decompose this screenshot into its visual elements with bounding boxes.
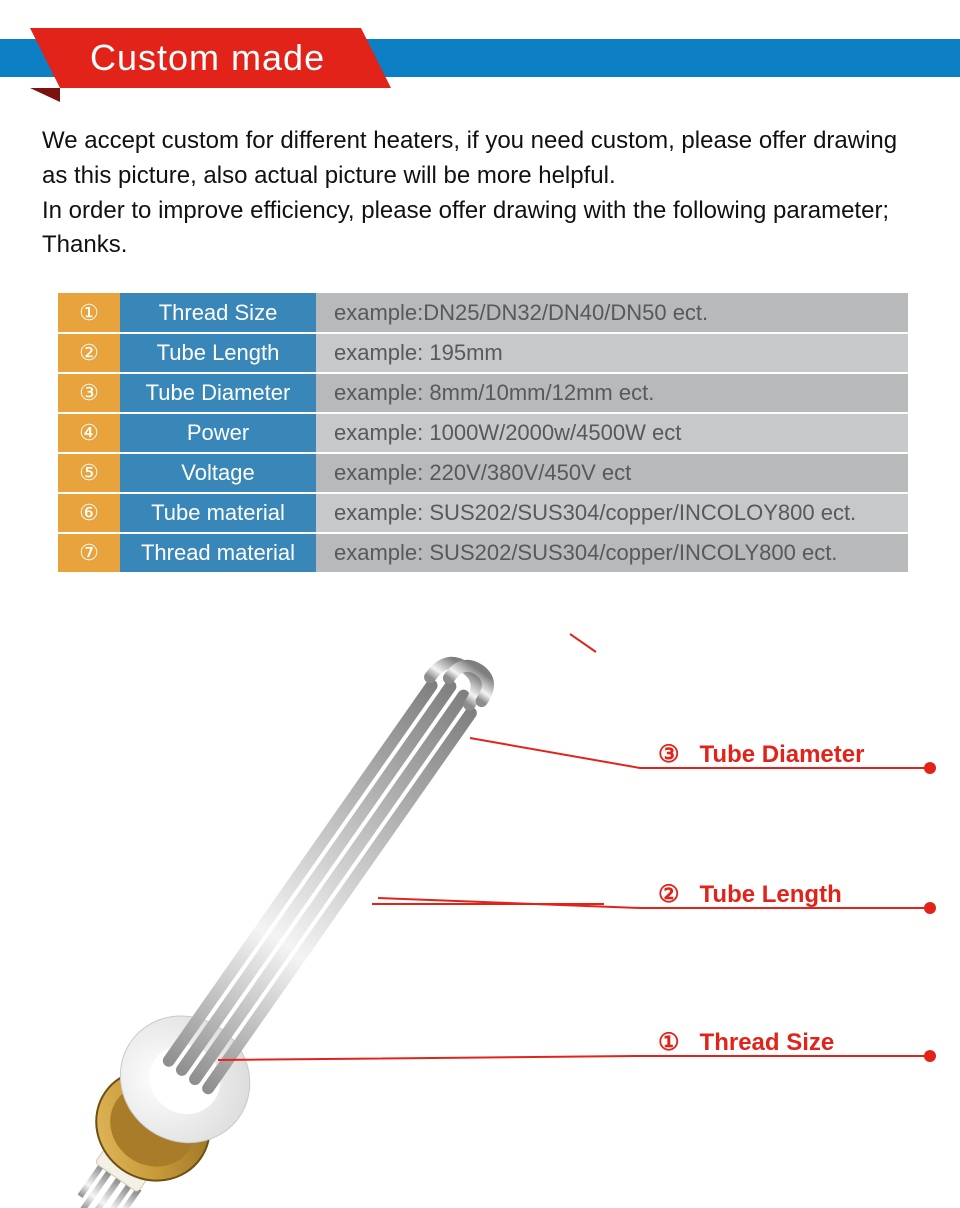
banner-red-tab: Custom made bbox=[60, 28, 361, 88]
row-example: example: 1000W/2000w/4500W ect bbox=[316, 413, 908, 453]
callout-tube-length: ② Tube Length bbox=[658, 880, 842, 909]
row-number: ② bbox=[58, 333, 120, 373]
row-label: Voltage bbox=[120, 453, 316, 493]
row-label: Thread material bbox=[120, 533, 316, 573]
callout-number: ③ bbox=[658, 741, 680, 768]
row-number: ⑦ bbox=[58, 533, 120, 573]
row-example: example:DN25/DN32/DN40/DN50 ect. bbox=[316, 293, 908, 333]
callout-dot bbox=[924, 762, 936, 774]
banner-title: Custom made bbox=[90, 37, 325, 79]
table-row: ⑤ Voltage example: 220V/380V/450V ect bbox=[58, 453, 908, 493]
intro-line-2: In order to improve efficiency, please o… bbox=[42, 194, 918, 229]
row-label: Thread Size bbox=[120, 293, 316, 333]
parameter-table-body: ① Thread Size example:DN25/DN32/DN40/DN5… bbox=[58, 293, 908, 573]
table-row: ② Tube Length example: 195mm bbox=[58, 333, 908, 373]
callout-label: Tube Diameter bbox=[700, 741, 865, 768]
row-example: example: 195mm bbox=[316, 333, 908, 373]
row-number: ④ bbox=[58, 413, 120, 453]
table-row: ⑥ Tube material example: SUS202/SUS304/c… bbox=[58, 493, 908, 533]
callout-number: ② bbox=[658, 881, 680, 908]
table-row: ④ Power example: 1000W/2000w/4500W ect bbox=[58, 413, 908, 453]
row-example: example: 8mm/10mm/12mm ect. bbox=[316, 373, 908, 413]
row-example: example: SUS202/SUS304/copper/INCOLOY800… bbox=[316, 493, 908, 533]
callout-dot bbox=[924, 902, 936, 914]
row-number: ① bbox=[58, 293, 120, 333]
callout-label: Tube Length bbox=[700, 881, 842, 908]
banner-fold-shadow bbox=[30, 88, 60, 102]
row-label: Tube Length bbox=[120, 333, 316, 373]
callout-thread-size: ① Thread Size bbox=[658, 1028, 834, 1057]
table-row: ⑦ Thread material example: SUS202/SUS304… bbox=[58, 533, 908, 573]
row-number: ⑤ bbox=[58, 453, 120, 493]
intro-line-3: Thanks. bbox=[42, 228, 918, 263]
section-banner: Custom made bbox=[0, 28, 960, 88]
table-row: ③ Tube Diameter example: 8mm/10mm/12mm e… bbox=[58, 373, 908, 413]
row-example: example: 220V/380V/450V ect bbox=[316, 453, 908, 493]
row-number: ③ bbox=[58, 373, 120, 413]
callout-tube-diameter: ③ Tube Diameter bbox=[658, 740, 864, 769]
table-row: ① Thread Size example:DN25/DN32/DN40/DN5… bbox=[58, 293, 908, 333]
callout-label: Thread Size bbox=[700, 1029, 835, 1056]
row-label: Power bbox=[120, 413, 316, 453]
parameter-table: ① Thread Size example:DN25/DN32/DN40/DN5… bbox=[58, 293, 908, 574]
row-label: Tube material bbox=[120, 493, 316, 533]
heater-diagram: ③ Tube Diameter ② Tube Length ① Thread S… bbox=[0, 598, 960, 1208]
row-number: ⑥ bbox=[58, 493, 120, 533]
intro-line-1: We accept custom for different heaters, … bbox=[42, 124, 918, 194]
row-label: Tube Diameter bbox=[120, 373, 316, 413]
callout-number: ① bbox=[658, 1029, 680, 1056]
intro-text: We accept custom for different heaters, … bbox=[0, 88, 960, 263]
row-example: example: SUS202/SUS304/copper/INCOLY800 … bbox=[316, 533, 908, 573]
callout-dot bbox=[924, 1050, 936, 1062]
